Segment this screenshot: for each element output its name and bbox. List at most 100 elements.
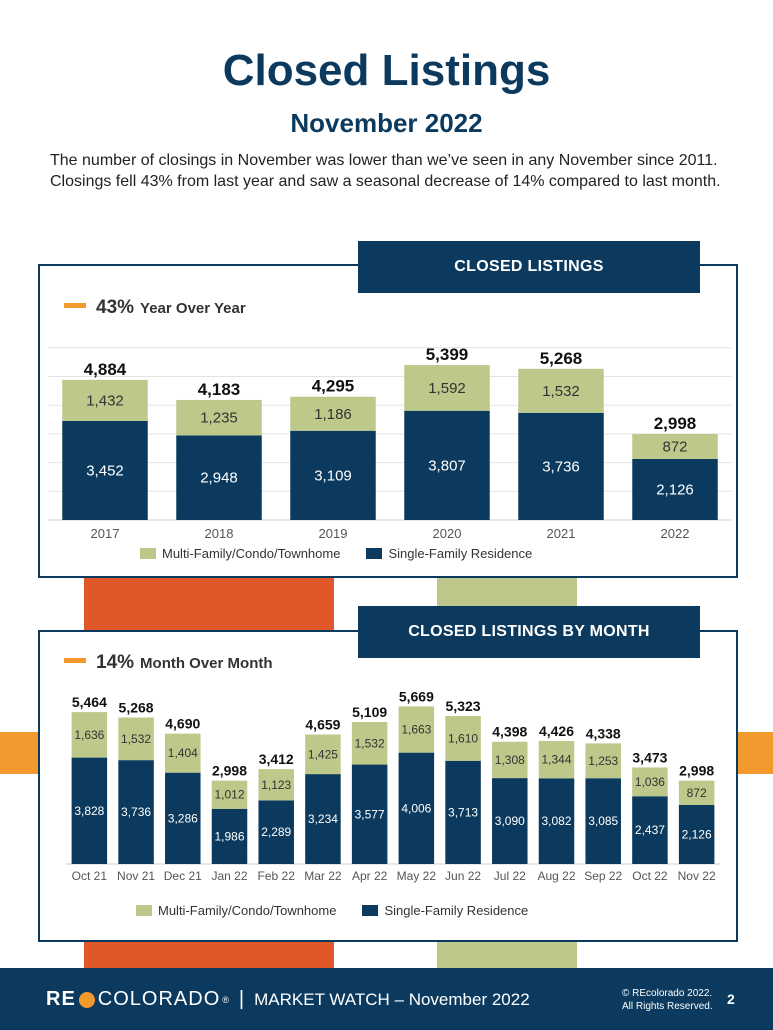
data-label-total: 5,268 [540, 349, 583, 368]
bar-multi-family-apr-22 [351, 721, 388, 765]
data-label-multi-family: 1,663 [401, 723, 431, 737]
bar-multi-family-oct-21 [71, 712, 108, 758]
data-label-total: 5,399 [426, 345, 469, 364]
data-label-single-family: 3,807 [428, 457, 466, 474]
data-label-single-family: 3,085 [588, 814, 618, 828]
data-label-multi-family: 1,123 [261, 778, 291, 792]
bar-single-family-feb-22 [258, 800, 294, 864]
monthly-metric-value: 14% [96, 652, 135, 673]
bar-single-family-jun-22 [445, 760, 481, 864]
monthly-chart-panel [38, 630, 738, 942]
data-label-single-family: 3,109 [314, 467, 352, 484]
page-title: Closed Listings [222, 46, 551, 95]
data-label-total: 4,398 [492, 724, 527, 740]
intro-paragraph: The number of closings in November was l… [50, 152, 721, 190]
data-label-multi-family: 1,592 [428, 380, 466, 397]
data-label-single-family: 2,126 [656, 481, 694, 498]
legend-item-single-family: Single-Family Residence [366, 546, 532, 561]
data-label-total: 4,295 [312, 377, 355, 396]
orange-dash-icon [64, 658, 86, 663]
bar-single-family-dec-21 [165, 772, 201, 864]
data-label-multi-family: 1,532 [121, 732, 151, 746]
legend-item-multi-family: Multi-Family/Condo/Townhome [136, 903, 336, 918]
x-tick-label: Jun 22 [445, 869, 481, 883]
bar-multi-family-2022 [632, 433, 718, 459]
data-label-multi-family: 1,012 [214, 788, 244, 802]
monthly-metric: 14% Month Over Month [64, 652, 273, 674]
data-label-total: 5,109 [352, 704, 387, 720]
x-tick-label: Dec 21 [164, 869, 202, 883]
yearly-banner: CLOSED LISTINGS [358, 241, 700, 293]
page-number: 2 [727, 991, 735, 1007]
data-label-total: 2,998 [679, 763, 714, 779]
x-tick-label: 2019 [319, 526, 348, 541]
data-label-multi-family: 1,308 [495, 753, 525, 767]
data-label-single-family: 2,948 [200, 470, 238, 487]
x-tick-label: Aug 22 [537, 869, 575, 883]
decor-red-block-bottom [84, 942, 334, 968]
legend-label-multi-family: Multi-Family/Condo/Townhome [162, 546, 341, 561]
data-label-multi-family: 1,636 [74, 728, 104, 742]
bar-multi-family-jun-22 [445, 716, 481, 761]
data-label-total: 5,669 [399, 688, 434, 704]
yearly-metric: 43% Year Over Year [64, 297, 246, 319]
bar-single-family-nov-21 [118, 760, 154, 864]
data-label-multi-family: 1,610 [448, 731, 478, 745]
bar-single-family-aug-22 [538, 778, 575, 864]
bar-single-family-2021 [518, 412, 604, 520]
data-label-total: 5,464 [72, 694, 107, 710]
bar-multi-family-oct-22 [632, 767, 668, 797]
data-label-multi-family: 872 [662, 438, 687, 455]
data-label-single-family: 3,713 [448, 805, 478, 819]
bar-multi-family-aug-22 [538, 740, 575, 779]
bar-multi-family-mar-22 [305, 734, 341, 775]
data-label-single-family: 3,452 [86, 462, 124, 479]
bar-multi-family-2018 [176, 399, 262, 436]
data-label-multi-family: 1,253 [588, 754, 618, 768]
bar-multi-family-sep-22 [585, 743, 621, 779]
bar-single-family-apr-22 [351, 764, 388, 864]
decor-orange-block-right [738, 732, 773, 774]
copyright-line-1: © REcolorado 2022. [622, 988, 713, 999]
data-label-total: 4,183 [198, 380, 241, 399]
data-label-multi-family: 1,036 [635, 775, 665, 789]
footer-bar: RE COLORADO ® | MARKET WATCH – November … [0, 968, 773, 1030]
legend-item-single-family: Single-Family Residence [362, 903, 528, 918]
monthly-legend: Multi-Family/Condo/Townhome Single-Famil… [136, 903, 554, 918]
data-label-single-family: 3,234 [308, 812, 338, 826]
data-label-multi-family: 872 [687, 786, 707, 800]
bar-multi-family-nov-21 [118, 717, 154, 761]
bar-single-family-may-22 [398, 752, 435, 864]
yearly-legend: Multi-Family/Condo/Townhome Single-Famil… [140, 546, 558, 561]
x-tick-label: Nov 22 [678, 869, 716, 883]
legend-swatch-single-family [362, 905, 379, 916]
bar-multi-family-nov-22 [678, 780, 715, 805]
data-label-total: 5,268 [119, 700, 154, 716]
data-label-single-family: 3,736 [542, 458, 580, 475]
data-label-multi-family: 1,235 [200, 410, 238, 427]
x-tick-label: 2020 [433, 526, 462, 541]
bar-single-family-mar-22 [305, 774, 341, 864]
x-tick-label: 2017 [91, 526, 120, 541]
bar-single-family-2020 [404, 410, 490, 520]
logo-re-text: RE [46, 988, 76, 1010]
data-label-total: 5,323 [446, 698, 481, 714]
data-label-total: 4,659 [305, 716, 340, 732]
legend-swatch-single-family [366, 548, 383, 559]
x-tick-label: Sep 22 [584, 869, 622, 883]
legend-swatch-multi-family [136, 905, 152, 916]
decor-green-block-bottom [437, 942, 577, 968]
bar-single-family-2022 [632, 458, 718, 520]
bar-multi-family-2019 [290, 396, 376, 431]
orange-dash-icon [64, 303, 86, 308]
data-label-single-family: 3,082 [541, 814, 571, 828]
data-label-single-family: 1,986 [214, 829, 244, 843]
data-label-total: 3,473 [632, 749, 667, 765]
logo-colorado-text: COLORADO [97, 988, 221, 1010]
bar-multi-family-may-22 [398, 706, 435, 753]
monthly-banner: CLOSED LISTINGS BY MONTH [358, 606, 700, 658]
bar-single-family-2018 [176, 435, 262, 520]
bar-multi-family-2017 [62, 379, 148, 421]
bar-multi-family-dec-21 [165, 733, 201, 773]
yearly-chart-panel [38, 264, 738, 578]
